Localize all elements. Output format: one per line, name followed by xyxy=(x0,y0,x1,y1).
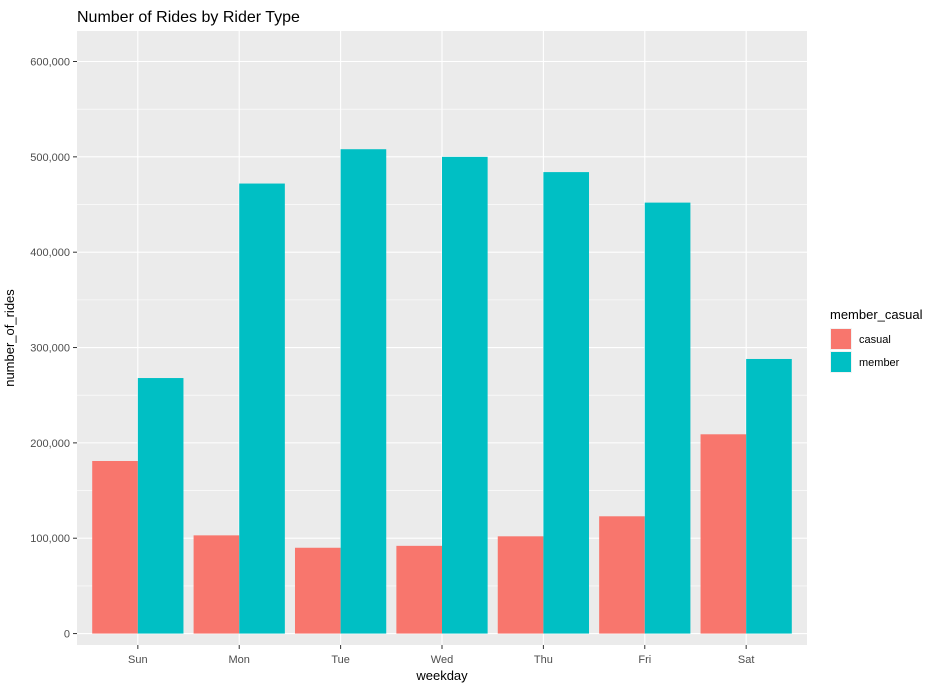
bar-casual-mon xyxy=(193,535,240,634)
y-tick-label: 100,000 xyxy=(30,533,70,545)
y-tick-label: 300,000 xyxy=(30,343,70,355)
bar-casual-fri xyxy=(599,516,645,634)
y-tick-label: 200,000 xyxy=(30,438,70,450)
legend-title: member_casual xyxy=(830,307,923,322)
chart-title: Number of Rides by Rider Type xyxy=(77,9,300,26)
x-tick-label-sun: Sun xyxy=(128,654,148,666)
bar-casual-sun xyxy=(92,460,138,634)
legend-label-casual: casual xyxy=(859,334,891,346)
bars xyxy=(92,149,792,634)
x-tick-label-tue: Tue xyxy=(331,654,350,666)
x-axis: Sun Mon Tue Wed Thu Fri Sat xyxy=(128,645,754,666)
legend-label-member: member xyxy=(859,357,900,369)
x-tick-label-sat: Sat xyxy=(738,654,755,666)
x-tick-label-mon: Mon xyxy=(229,654,250,666)
y-tick-label: 400,000 xyxy=(30,247,70,259)
x-axis-title: weekday xyxy=(415,668,468,683)
legend: member_casual casual member xyxy=(830,307,923,373)
legend-swatch-member xyxy=(831,352,851,372)
bar-member-tue xyxy=(340,149,387,634)
bar-member-sat xyxy=(746,358,792,634)
bar-member-sun xyxy=(137,378,184,634)
bar-member-mon xyxy=(239,183,285,634)
y-tick-label: 500,000 xyxy=(30,152,70,164)
y-tick-label: 600,000 xyxy=(30,57,70,69)
y-axis: 0 100,000 200,000 300,000 400,000 500,000 600,… xyxy=(30,57,77,641)
x-tick-label-fri: Fri xyxy=(638,654,651,666)
bar-member-wed xyxy=(442,156,488,634)
y-tick-label: 0 xyxy=(64,629,70,641)
legend-swatch-casual xyxy=(831,329,851,349)
bar-member-thu xyxy=(543,172,590,634)
bar-casual-sat xyxy=(700,434,747,634)
x-tick-label-thu: Thu xyxy=(534,654,553,666)
x-tick-label-wed: Wed xyxy=(431,654,453,666)
bar-member-fri xyxy=(644,202,691,634)
bar-casual-tue xyxy=(294,547,341,634)
y-axis-title: number_of_rides xyxy=(2,289,17,387)
bar-casual-wed xyxy=(396,545,442,634)
bar-casual-thu xyxy=(497,536,544,634)
